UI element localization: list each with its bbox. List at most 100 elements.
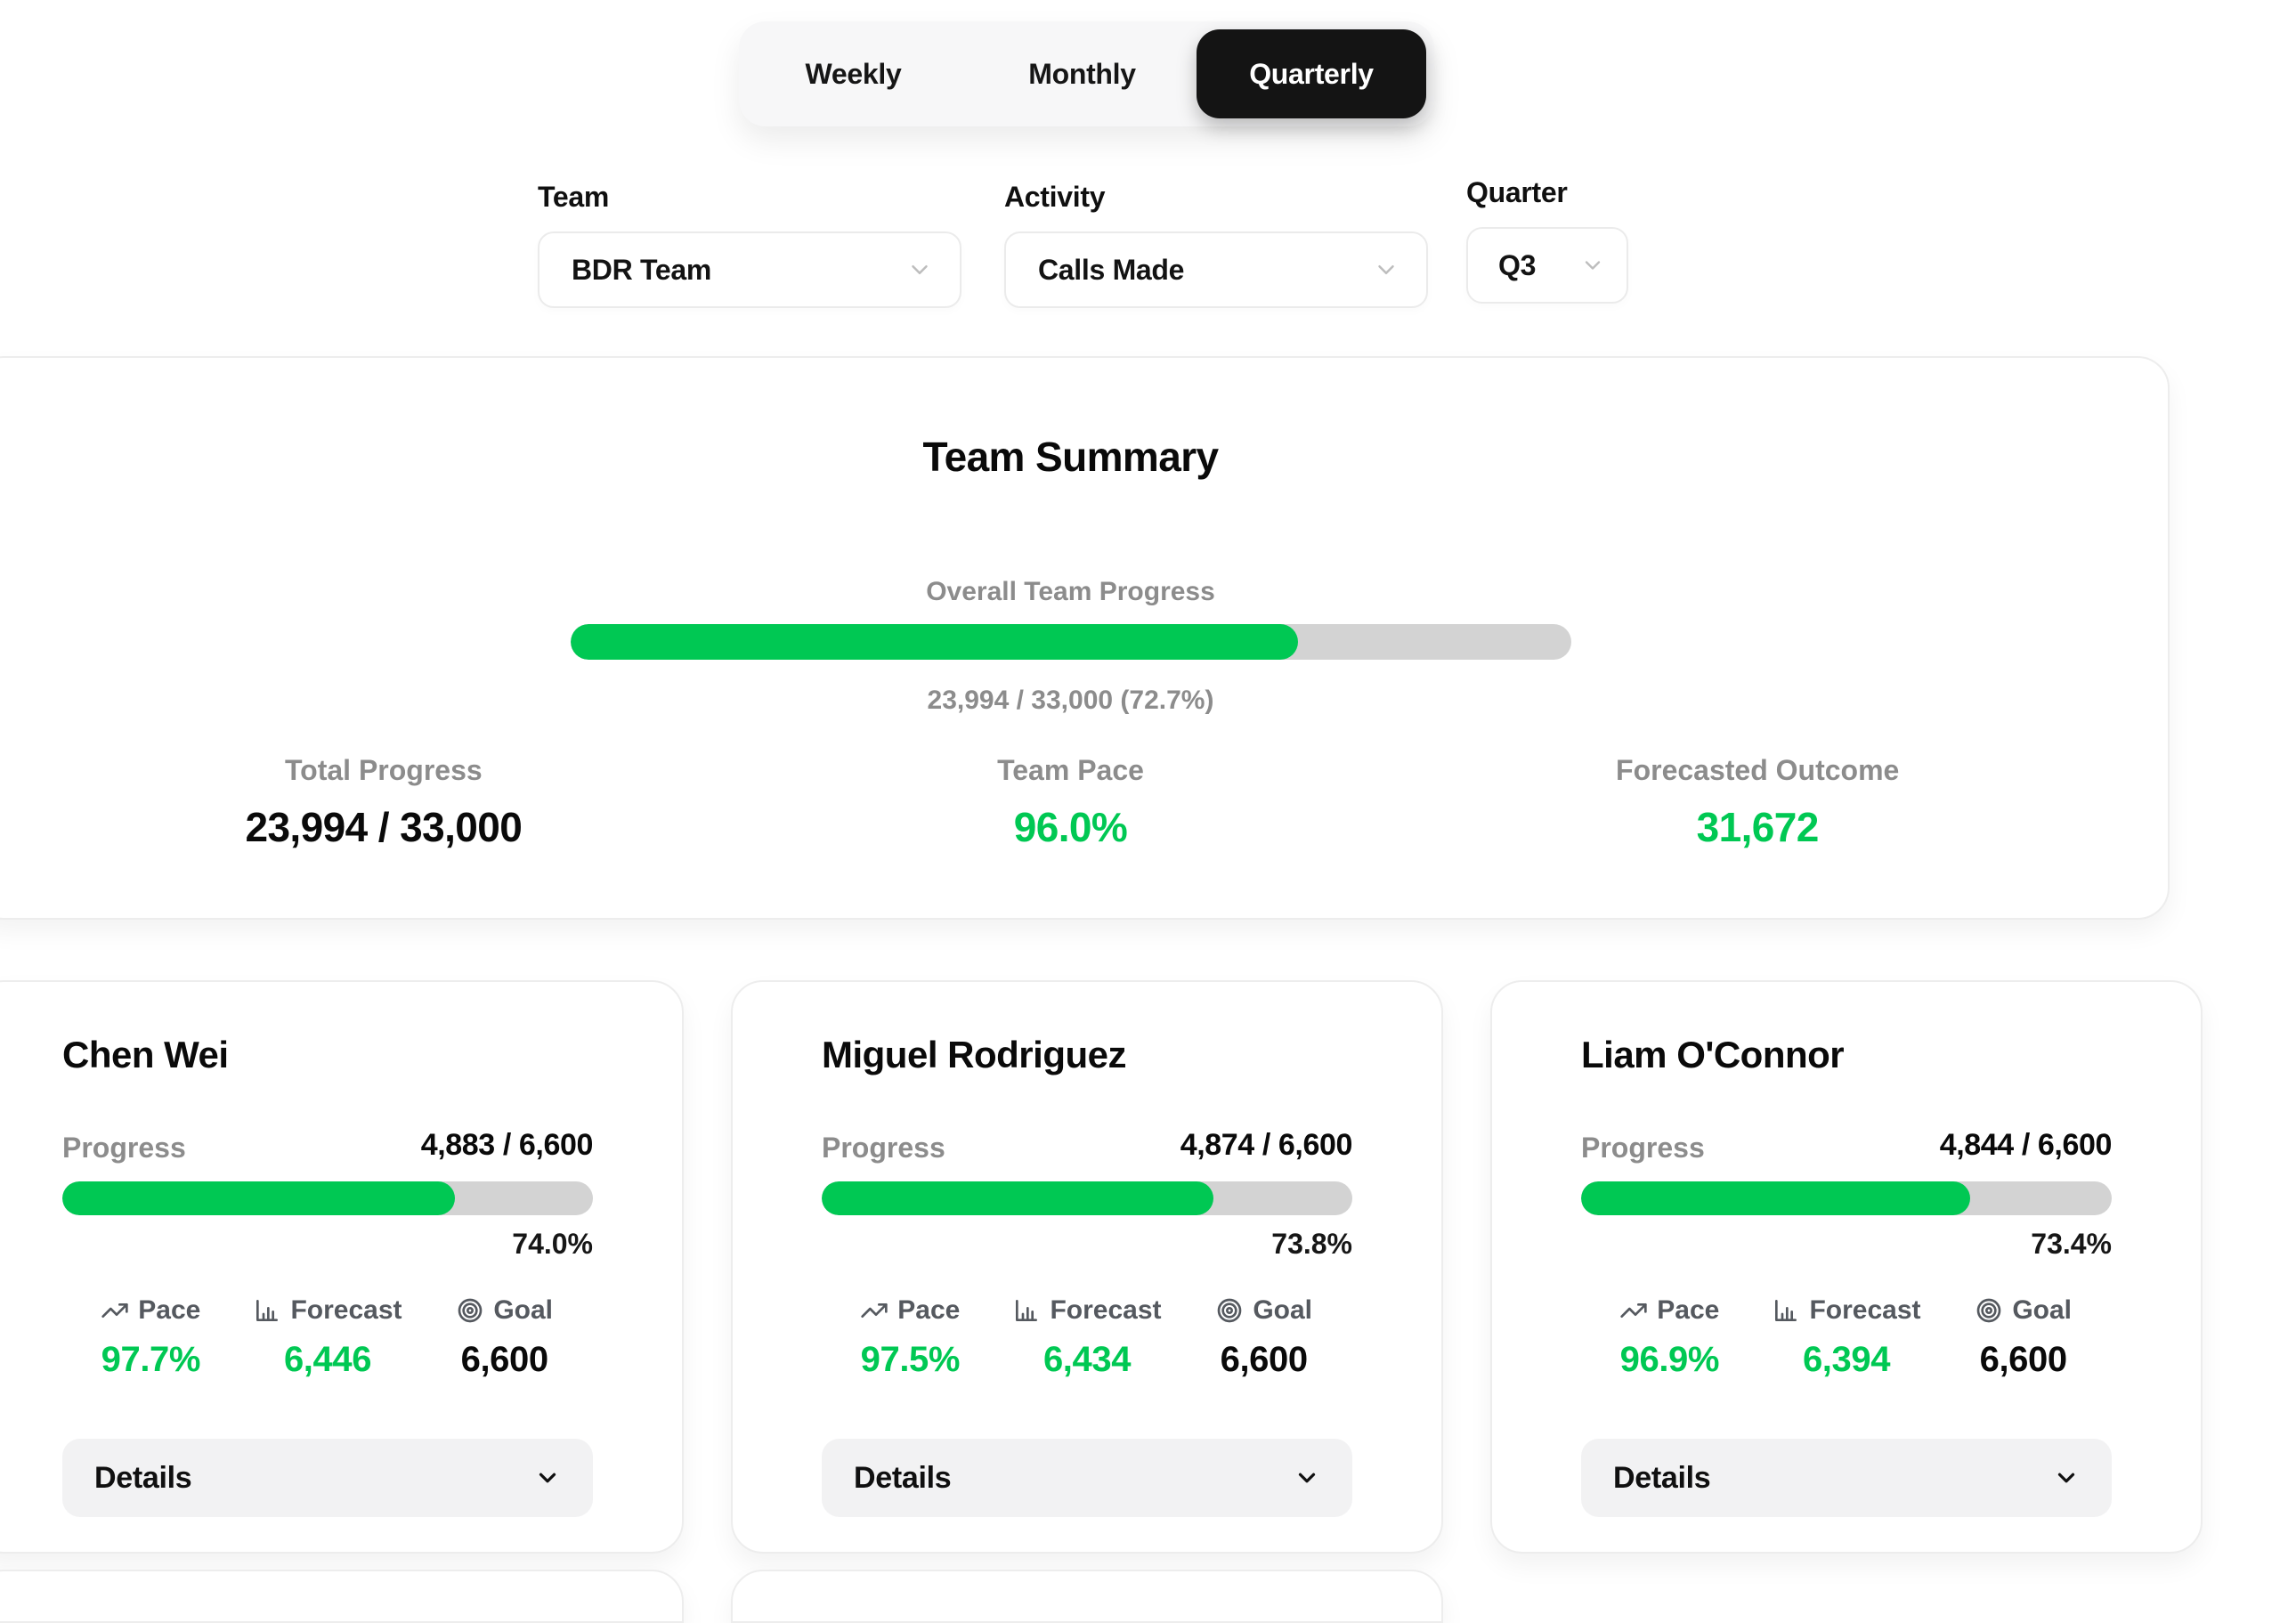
pace-value: 96.9% bbox=[1619, 1340, 1720, 1379]
team-summary-title: Team Summary bbox=[922, 434, 1220, 480]
member-progress-bar-fill bbox=[62, 1181, 456, 1215]
member-name: Liam O'Connor bbox=[1581, 1034, 1845, 1075]
forecast-label: Forecast bbox=[1050, 1295, 1162, 1325]
member-stats-row: Pace 97.7% Forecast 6,446 Goal 6,600 bbox=[62, 1295, 593, 1380]
member-card: Chen Wei Progress 4,883 / 6,600 74.0% Pa… bbox=[0, 980, 684, 1554]
target-icon bbox=[458, 1298, 483, 1323]
member-card: Liam O'Connor Progress 4,844 / 6,600 73.… bbox=[1490, 980, 2203, 1554]
forecast-label: Forecast bbox=[290, 1295, 402, 1325]
view-switcher: Weekly Monthly Quarterly bbox=[739, 21, 1434, 126]
goal-stat: Goal 6,600 bbox=[1175, 1295, 1352, 1380]
quarter-select-value: Q3 bbox=[1498, 248, 1537, 281]
forecast-value: 6,434 bbox=[1043, 1340, 1132, 1379]
progress-percent: 73.8% bbox=[1271, 1228, 1352, 1260]
bar-chart-icon bbox=[1775, 1300, 1797, 1321]
pace-label: Pace bbox=[1657, 1295, 1720, 1325]
team-select[interactable]: BDR Team bbox=[538, 231, 961, 308]
forecasted-outcome-value: 31,672 bbox=[1696, 804, 1820, 850]
member-card-partial bbox=[0, 1570, 684, 1623]
progress-percent: 74.0% bbox=[512, 1228, 593, 1260]
team-pace-label: Team Pace bbox=[997, 754, 1144, 786]
member-progress-bar-fill bbox=[1581, 1181, 1971, 1215]
goal-value: 6,600 bbox=[460, 1340, 549, 1379]
member-stats-row: Pace 97.5% Forecast 6,434 Goal 6,600 bbox=[822, 1295, 1352, 1380]
chevron-down-icon bbox=[1378, 265, 1394, 274]
pace-value: 97.5% bbox=[860, 1340, 961, 1379]
forecast-stat: Forecast 6,394 bbox=[1758, 1295, 1935, 1380]
trending-up-icon bbox=[861, 1303, 888, 1318]
details-button[interactable]: Details bbox=[62, 1439, 593, 1517]
pace-label: Pace bbox=[138, 1295, 201, 1325]
details-button-label: Details bbox=[94, 1460, 192, 1495]
overall-progress-bar-fill bbox=[570, 624, 1298, 660]
pace-stat: Pace 97.7% bbox=[62, 1295, 239, 1380]
forecasted-outcome-stat: Forecasted Outcome 31,672 bbox=[1414, 754, 2101, 851]
activity-select[interactable]: Calls Made bbox=[1004, 231, 1428, 308]
progress-value: 4,883 / 6,600 bbox=[420, 1128, 594, 1162]
member-progress-bar-fill bbox=[822, 1181, 1213, 1215]
member-progress-bar bbox=[1581, 1181, 2112, 1215]
member-progress-bar bbox=[62, 1181, 593, 1215]
target-icon bbox=[1976, 1298, 2001, 1323]
team-summary-card: Team Summary Overall Team Progress 23,99… bbox=[0, 356, 2170, 920]
quarter-select[interactable]: Q3 bbox=[1466, 227, 1628, 304]
team-filter-label: Team bbox=[538, 181, 610, 213]
tab-quarterly[interactable]: Quarterly bbox=[1197, 29, 1426, 118]
chevron-down-icon bbox=[539, 1473, 556, 1483]
progress-value: 4,874 / 6,600 bbox=[1180, 1128, 1353, 1162]
quarter-filter: Quarter Q3 bbox=[1466, 176, 1628, 304]
quarter-filter-label: Quarter bbox=[1466, 176, 1568, 208]
total-progress-stat: Total Progress 23,994 / 33,000 bbox=[40, 754, 727, 851]
member-name: Miguel Rodriguez bbox=[822, 1034, 1127, 1075]
trending-up-icon bbox=[1620, 1303, 1647, 1318]
details-button[interactable]: Details bbox=[822, 1439, 1352, 1517]
team-select-value: BDR Team bbox=[572, 253, 712, 286]
pace-stat: Pace 96.9% bbox=[1581, 1295, 1758, 1380]
chevron-down-icon bbox=[2057, 1473, 2075, 1483]
pace-value: 97.7% bbox=[101, 1340, 201, 1379]
forecasted-outcome-label: Forecasted Outcome bbox=[1616, 754, 1900, 786]
summary-stats-row: Total Progress 23,994 / 33,000 Team Pace… bbox=[0, 754, 2168, 851]
total-progress-value: 23,994 / 33,000 bbox=[245, 804, 523, 850]
forecast-value: 6,394 bbox=[1802, 1340, 1891, 1379]
forecast-stat: Forecast 6,434 bbox=[999, 1295, 1176, 1380]
team-filter: Team BDR Team bbox=[538, 181, 961, 308]
goal-value: 6,600 bbox=[1979, 1340, 2068, 1379]
total-progress-label: Total Progress bbox=[284, 754, 483, 786]
overall-progress-label: Overall Team Progress bbox=[926, 577, 1215, 606]
target-icon bbox=[1217, 1298, 1242, 1323]
chevron-down-icon bbox=[912, 265, 928, 274]
progress-percent: 73.4% bbox=[2031, 1228, 2112, 1260]
details-button[interactable]: Details bbox=[1581, 1439, 2112, 1517]
progress-label: Progress bbox=[62, 1132, 186, 1164]
goal-label: Goal bbox=[1253, 1295, 1313, 1325]
forecast-stat: Forecast 6,446 bbox=[239, 1295, 417, 1380]
tab-monthly[interactable]: Monthly bbox=[1028, 57, 1136, 90]
goal-label: Goal bbox=[493, 1295, 554, 1325]
team-pace-stat: Team Pace 96.0% bbox=[727, 754, 1415, 851]
goal-value: 6,600 bbox=[1220, 1340, 1309, 1379]
goal-label: Goal bbox=[2012, 1295, 2073, 1325]
details-button-label: Details bbox=[1613, 1460, 1711, 1495]
chevron-down-icon bbox=[1585, 261, 1601, 270]
bar-chart-icon bbox=[1016, 1300, 1038, 1321]
activity-select-value: Calls Made bbox=[1038, 253, 1185, 286]
progress-label: Progress bbox=[1581, 1132, 1705, 1164]
chevron-down-icon bbox=[1298, 1473, 1316, 1483]
member-stats-row: Pace 96.9% Forecast 6,394 Goal 6,600 bbox=[1581, 1295, 2112, 1380]
forecast-value: 6,446 bbox=[283, 1340, 372, 1379]
progress-value: 4,844 / 6,600 bbox=[1939, 1128, 2113, 1162]
overall-progress-caption: 23,994 / 33,000 (72.7%) bbox=[927, 686, 1214, 715]
pace-label: Pace bbox=[897, 1295, 961, 1325]
trending-up-icon bbox=[101, 1303, 128, 1318]
forecast-label: Forecast bbox=[1809, 1295, 1921, 1325]
activity-filter-label: Activity bbox=[1004, 181, 1106, 213]
tab-weekly[interactable]: Weekly bbox=[805, 57, 902, 90]
bar-chart-icon bbox=[256, 1300, 279, 1321]
member-name: Chen Wei bbox=[62, 1034, 229, 1075]
member-card-partial bbox=[731, 1570, 1443, 1623]
goal-stat: Goal 6,600 bbox=[1935, 1295, 2112, 1380]
pace-stat: Pace 97.5% bbox=[822, 1295, 999, 1380]
overall-progress-bar bbox=[570, 624, 1571, 660]
member-card: Miguel Rodriguez Progress 4,874 / 6,600 … bbox=[731, 980, 1443, 1554]
